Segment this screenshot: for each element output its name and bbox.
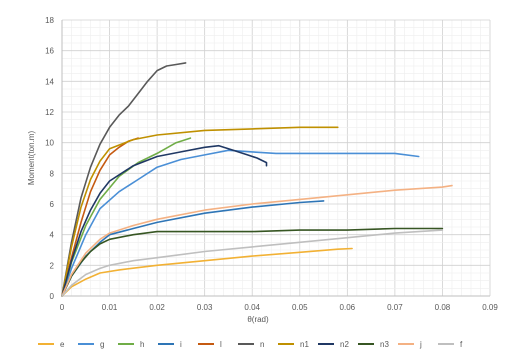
y-axis-title: Moment(ton.m)	[27, 131, 36, 186]
series-line-e	[61, 247, 353, 297]
x-tick-label: 0.09	[482, 303, 498, 312]
x-tick-label: 0.04	[244, 303, 260, 312]
y-tick-label: 10	[45, 139, 54, 148]
series-line-g	[61, 149, 420, 297]
legend-label-i: i	[180, 340, 182, 349]
legend-label-n3: n3	[380, 340, 389, 349]
y-tick-label: 8	[50, 169, 55, 178]
y-tick-label: 16	[45, 47, 54, 56]
x-tick-label: 0.02	[149, 303, 165, 312]
y-tick-label: 0	[50, 292, 55, 301]
series-line-n1	[61, 126, 339, 297]
legend-label-n: n	[260, 340, 264, 349]
x-tick-label: 0.07	[387, 303, 403, 312]
y-tick-label: 4	[50, 231, 55, 240]
y-tick-label: 12	[45, 108, 54, 117]
x-tick-label: 0	[60, 303, 65, 312]
legend-label-h: h	[140, 340, 144, 349]
series-line-n3	[61, 227, 444, 297]
x-tick-label: 0.08	[435, 303, 451, 312]
series-lines	[61, 62, 453, 297]
legend-label-n2: n2	[340, 340, 349, 349]
legend: e g h i l n n1 n2 n3 j f	[38, 340, 463, 349]
x-tick-label: 0.03	[197, 303, 213, 312]
legend-label-e: e	[60, 340, 65, 349]
series-line-f	[61, 229, 444, 297]
legend-label-j: j	[419, 340, 422, 349]
legend-label-g: g	[100, 340, 104, 349]
y-tick-label: 6	[50, 200, 55, 209]
series-line-n2	[61, 144, 268, 297]
x-axis-title: θ(rad)	[247, 315, 269, 324]
x-tick-label: 0.06	[340, 303, 356, 312]
y-tick-label: 14	[45, 77, 54, 86]
x-tick-label: 0.01	[102, 303, 118, 312]
y-tick-label: 2	[50, 261, 55, 270]
series-line-i	[61, 200, 325, 297]
series-line-n	[61, 62, 187, 297]
y-tick-label: 18	[45, 16, 54, 25]
series-line-j	[61, 184, 453, 297]
series-line-h	[61, 137, 192, 297]
legend-label-l: l	[220, 340, 222, 349]
legend-label-f: f	[460, 340, 463, 349]
tick-labels: 0 0.01 0.02 0.03 0.04 0.05 0.06 0.07 0.08 0.09 0 2 4…	[45, 16, 498, 312]
x-tick-label: 0.05	[292, 303, 308, 312]
legend-label-n1: n1	[300, 340, 309, 349]
